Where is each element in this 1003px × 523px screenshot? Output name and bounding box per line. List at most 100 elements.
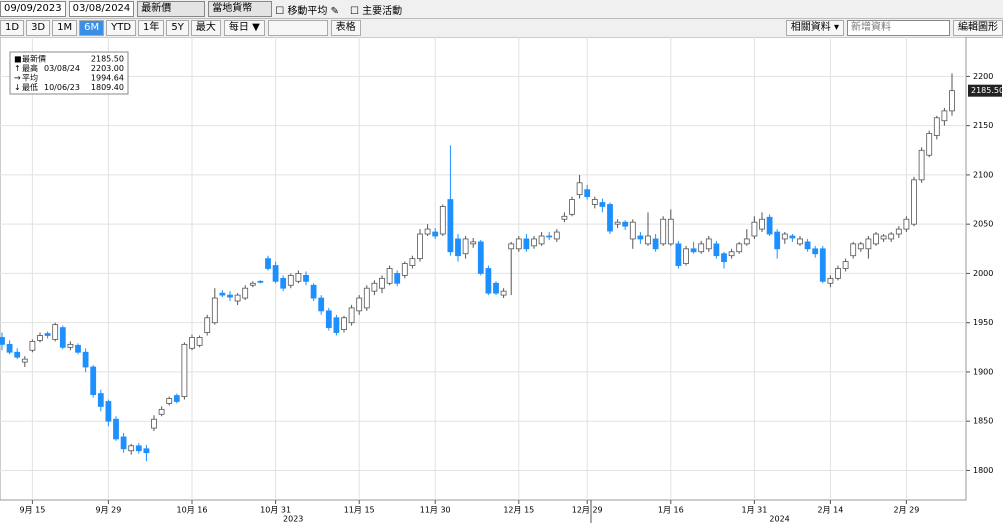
candle-body (546, 235, 553, 238)
candle-body (903, 218, 910, 230)
add-data[interactable]: 新增資料 (847, 20, 950, 36)
candle-body (911, 179, 917, 225)
y-tick-label: 2100 (973, 170, 993, 179)
x-tick-label: 2月 29 (893, 506, 919, 515)
candle-body (363, 287, 370, 309)
candle-body (333, 317, 340, 333)
year-label: 2023 (283, 515, 303, 523)
candle-body (272, 265, 279, 282)
end-date[interactable]: 03/08/2024 (68, 1, 135, 17)
period-button[interactable]: 5Y (166, 20, 189, 36)
period-button[interactable]: 1D (0, 20, 25, 36)
related[interactable]: 相關資料 ▾ (785, 20, 844, 36)
candle-body (90, 366, 97, 395)
candle-body (21, 358, 28, 363)
frequency[interactable]: 每日 ▼ (223, 20, 265, 36)
candle-body (538, 235, 545, 245)
candle-body (75, 344, 81, 353)
candle-body (660, 218, 667, 245)
candle-body (325, 310, 332, 329)
legend-symbol: ↓ (14, 83, 21, 92)
candle-body (67, 343, 74, 348)
legend-date: 10/06/23 (44, 83, 80, 92)
period-button[interactable]: 3D (26, 20, 51, 36)
table-btn[interactable]: 表格 (330, 20, 361, 36)
candle-body (781, 233, 788, 240)
candle-body (189, 337, 195, 349)
y-tick-label: 1850 (973, 417, 993, 426)
period-button[interactable]: 1年 (138, 20, 165, 36)
candle-body (493, 282, 499, 294)
period-button[interactable]: 最大 (190, 20, 221, 36)
y-tick-label: 1900 (973, 367, 993, 376)
candle-body (835, 268, 841, 279)
currency[interactable]: 當地貨幣 (208, 1, 273, 17)
candle-body (736, 243, 743, 253)
candle-body (394, 273, 401, 284)
candle-body (827, 277, 834, 284)
candle-body (356, 297, 363, 312)
legend-symbol: ■ (14, 55, 22, 64)
x-tick-label: 10月 16 (177, 506, 208, 515)
edit-chart[interactable]: 編輯圖形 (953, 20, 1003, 36)
candle-body (766, 216, 773, 235)
candle-body (569, 199, 575, 215)
candle-body (842, 261, 849, 269)
candle-body (774, 231, 781, 250)
period-button[interactable]: 6M (79, 20, 105, 36)
candle-body (181, 343, 188, 397)
candle-body (515, 238, 522, 250)
start-date[interactable]: 09/09/2023 (0, 1, 66, 17)
candle-body (401, 263, 408, 276)
candle-body (242, 287, 249, 299)
legend-value: 2203.00 (91, 64, 124, 73)
x-tick-label: 1月 31 (741, 506, 767, 515)
candle-body (257, 280, 264, 283)
candle-body (926, 133, 933, 156)
price-field[interactable]: 最新價 (137, 1, 206, 17)
candle-body (614, 221, 621, 225)
candle-body (219, 292, 226, 296)
moving-average[interactable]: 移動平均 (287, 5, 328, 17)
candle-body (667, 218, 674, 245)
candle-body (607, 204, 613, 232)
candle-body (310, 284, 317, 299)
candle-body (234, 294, 241, 302)
candle-body (59, 327, 66, 348)
legend-value: 1809.40 (91, 83, 124, 92)
candle-body (759, 218, 765, 230)
candle-body (462, 238, 469, 255)
legend-value: 2185.50 (91, 55, 124, 64)
candle-body (713, 243, 720, 257)
candle-body (447, 199, 454, 253)
period-button[interactable]: 1M (52, 20, 78, 36)
candle-body (105, 401, 112, 422)
candle-body (0, 337, 5, 345)
legend-symbol: → (14, 74, 21, 83)
y-tick-label: 2150 (973, 121, 993, 130)
legend-date: 03/08/24 (44, 64, 80, 73)
candle-body (341, 317, 347, 330)
candle-body (721, 253, 727, 263)
candle-body (629, 221, 636, 240)
candle-body (97, 393, 104, 407)
last-price-label: 2185.50 (971, 86, 1003, 95)
candle-body (683, 248, 689, 264)
x-tick-label: 2月 14 (817, 506, 843, 515)
candle-body (523, 238, 530, 250)
spacer (267, 20, 328, 36)
candle-body (751, 221, 758, 237)
candle-body (508, 243, 515, 250)
x-tick-label: 12月 15 (503, 506, 534, 515)
candle-body (295, 273, 302, 282)
candle-body (280, 277, 287, 289)
toolbar-bottom: 1D 3D 1M 6M YTD 1年 5Y 最大 每日 ▼ 表格 相關資料 ▾ 新增資料 編輯… (0, 19, 1003, 38)
periods: 1D 3D 1M 6M YTD 1年 5Y 最大 (0, 20, 221, 36)
ev-check[interactable]: ☐ 主要活動 (350, 5, 403, 17)
ma-check[interactable]: ☐ 移動平均 ✎ (275, 5, 339, 17)
candle-body (6, 343, 13, 353)
candle-body (857, 243, 864, 250)
period-button[interactable]: YTD (106, 20, 137, 36)
key-events[interactable]: 主要活動 (362, 5, 403, 17)
candle-body (173, 395, 180, 402)
